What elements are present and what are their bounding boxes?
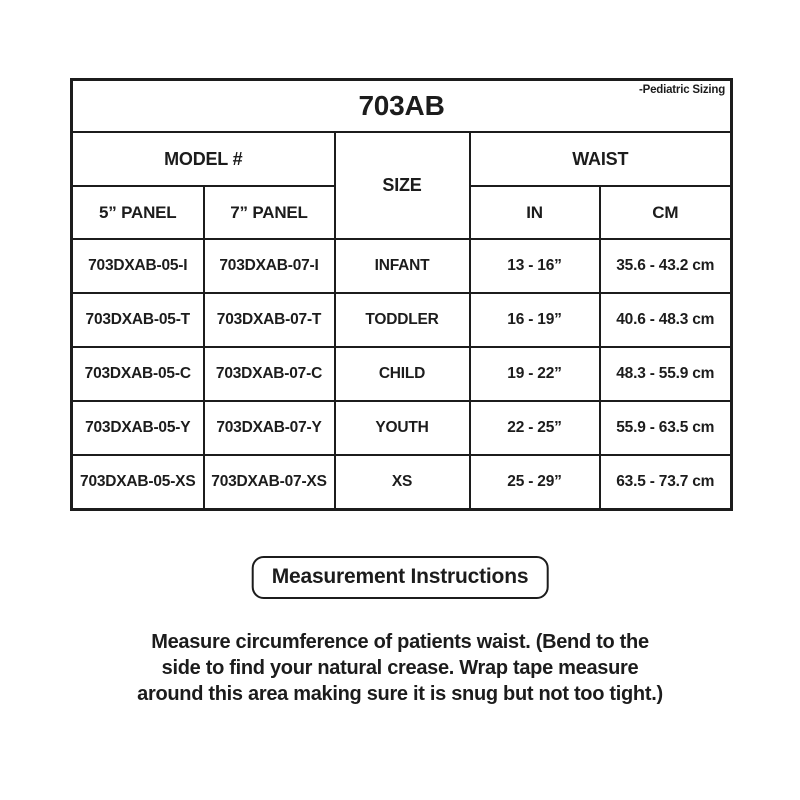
centimeters-header: CM — [598, 185, 733, 240]
inches-header: IN — [468, 185, 601, 240]
table-row-youth: 703DXAB-05-Y 703DXAB-07-Y YOUTH 22 - 25”… — [70, 400, 733, 456]
sub-header-row: 5” PANEL 7” PANEL IN CM — [70, 185, 733, 240]
panel5-header: 5” PANEL — [70, 185, 205, 240]
measurement-instructions-label: Measurement Instructions — [251, 556, 549, 599]
size-cell: YOUTH — [333, 400, 471, 456]
model-group-header: MODEL # — [70, 131, 336, 187]
instruction-line: Measure circumference of patients waist.… — [151, 631, 649, 653]
waist-cm-cell: 40.6 - 48.3 cm — [598, 292, 733, 348]
waist-cm-cell: 35.6 - 43.2 cm — [598, 238, 733, 294]
pediatric-sizing-tag: -Pediatric Sizing — [638, 84, 726, 96]
model5-cell: 703DXAB-05-C — [70, 346, 205, 402]
waist-in-cell: 13 - 16” — [468, 238, 601, 294]
table-row-xs: 703DXAB-05-XS 703DXAB-07-XS XS 25 - 29” … — [70, 454, 733, 511]
title-cell: 703AB -Pediatric Sizing — [70, 78, 733, 133]
model5-cell: 703DXAB-05-I — [70, 238, 205, 294]
instruction-line: side to find your natural crease. Wrap t… — [161, 657, 639, 679]
model5-cell: 703DXAB-05-T — [70, 292, 205, 348]
sizing-table: 703AB -Pediatric Sizing MODEL # SIZE WAI… — [70, 78, 734, 511]
table-row-infant: 703DXAB-05-I 703DXAB-07-I INFANT 13 - 16… — [70, 238, 733, 294]
table-row-toddler: 703DXAB-05-T 703DXAB-07-T TODDLER 16 - 1… — [70, 292, 733, 348]
title-row: 703AB -Pediatric Sizing — [70, 78, 733, 133]
waist-in-cell: 19 - 22” — [468, 346, 601, 402]
model7-cell: 703DXAB-07-I — [202, 238, 336, 294]
waist-cm-cell: 63.5 - 73.7 cm — [598, 454, 733, 511]
waist-in-cell: 25 - 29” — [468, 454, 601, 511]
table-row-child: 703DXAB-05-C 703DXAB-07-C CHILD 19 - 22”… — [70, 346, 733, 402]
group-header-row: MODEL # SIZE WAIST — [70, 131, 733, 240]
product-title: 703AB — [358, 90, 445, 121]
model7-cell: 703DXAB-07-Y — [202, 400, 336, 456]
size-cell: TODDLER — [333, 292, 471, 348]
measurement-instructions-text: Measure circumference of patients waist.… — [0, 629, 800, 707]
size-cell: CHILD — [333, 346, 471, 402]
size-group-header: SIZE — [333, 131, 471, 240]
instruction-line: around this area making sure it is snug … — [137, 683, 663, 705]
waist-group-header: WAIST — [468, 131, 733, 187]
model7-cell: 703DXAB-07-T — [202, 292, 336, 348]
waist-cm-cell: 55.9 - 63.5 cm — [598, 400, 733, 456]
model7-cell: 703DXAB-07-XS — [202, 454, 336, 511]
waist-in-cell: 16 - 19” — [468, 292, 601, 348]
waist-in-cell: 22 - 25” — [468, 400, 601, 456]
size-cell: INFANT — [333, 238, 471, 294]
model5-cell: 703DXAB-05-XS — [70, 454, 205, 511]
model5-cell: 703DXAB-05-Y — [70, 400, 205, 456]
panel7-header: 7” PANEL — [202, 185, 336, 240]
size-cell: XS — [333, 454, 471, 511]
waist-cm-cell: 48.3 - 55.9 cm — [598, 346, 733, 402]
model7-cell: 703DXAB-07-C — [202, 346, 336, 402]
